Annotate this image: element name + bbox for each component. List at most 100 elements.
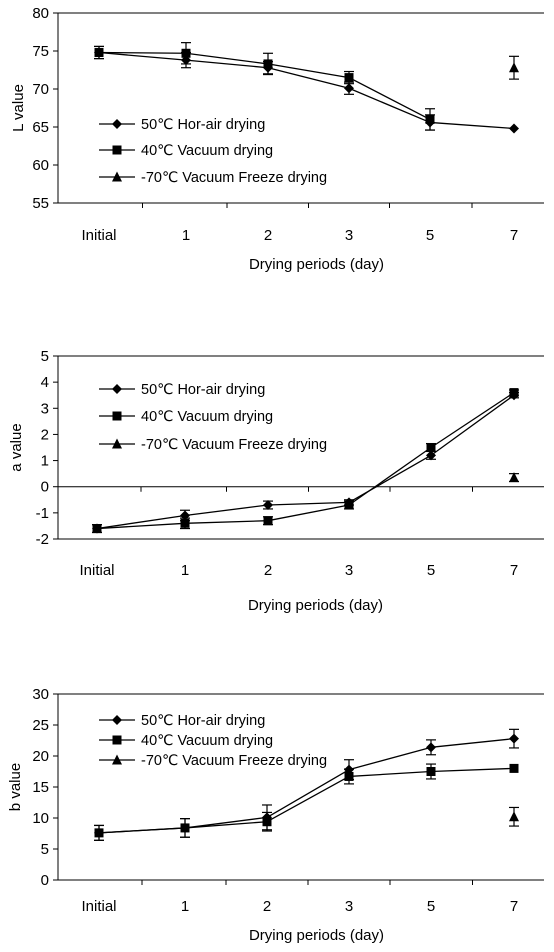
y-tick-label: -2: [36, 531, 49, 548]
legend-marker-diamond: [112, 715, 122, 725]
x-axis-label: Drying periods (day): [249, 927, 384, 944]
legend-marker-triangle: [112, 754, 122, 765]
data-point-square: [426, 443, 436, 452]
x-axis-label: Drying periods (day): [248, 597, 383, 614]
y-tick-label: 80: [32, 5, 49, 22]
series-line: [98, 51, 187, 61]
series-line: [348, 454, 432, 503]
legend-marker-square: [112, 735, 122, 745]
data-point-square: [262, 817, 272, 827]
legend: 50℃ Hor-air drying 40℃ Vacuum drying -70℃ …: [99, 117, 327, 186]
legend-label: -70℃ Vacuum Freeze drying: [141, 170, 327, 186]
y-tick-label: 0: [41, 872, 49, 889]
series-square: [92, 388, 519, 534]
series-line: [348, 87, 431, 124]
y-tick-label: 55: [32, 195, 49, 212]
y-tick-label: 3: [41, 400, 49, 417]
series-line: [348, 77, 431, 120]
legend-marker-diamond: [112, 119, 122, 129]
chart-1: 55 60 65 70 75 80 Initial 1 2 3 5 7 Drying periods (…: [10, 5, 544, 273]
legend-marker-triangle: [112, 171, 122, 182]
data-point-diamond: [426, 450, 436, 461]
x-tick-label: 7: [510, 898, 518, 915]
x-tick-label: 1: [181, 562, 189, 579]
y-tick-label: 60: [32, 157, 49, 174]
data-point-diamond: [426, 742, 436, 753]
series-line: [184, 504, 269, 517]
data-point-triangle: [509, 62, 519, 73]
series-line: [96, 522, 186, 530]
data-point-diamond: [509, 733, 519, 744]
series-line: [98, 827, 186, 834]
series-square: [94, 42, 435, 131]
x-tick-label: 7: [510, 227, 518, 244]
series-line: [184, 520, 269, 524]
legend-marker-square: [112, 411, 122, 421]
data-point-square: [425, 114, 435, 124]
x-tick-label: 3: [345, 898, 353, 915]
data-point-triangle: [509, 472, 519, 483]
series-line: [430, 394, 515, 456]
series-triangle: [509, 472, 519, 483]
x-tick-label: Initial: [81, 898, 116, 915]
y-tick-label: 2: [41, 426, 49, 443]
legend-marker-square: [112, 145, 122, 155]
legend-label: 40℃ Vacuum drying: [141, 409, 273, 425]
data-point-diamond: [344, 83, 354, 94]
series-line: [267, 504, 350, 522]
x-tick-label: 2: [264, 562, 272, 579]
series-line: [430, 737, 515, 748]
data-point-square: [94, 48, 104, 58]
y-tick-label: 70: [32, 81, 49, 98]
y-tick-label: 75: [32, 43, 49, 60]
series-line: [430, 767, 515, 773]
data-point-square: [344, 500, 354, 510]
legend-label: 50℃ Hor-air drying: [141, 117, 265, 133]
y-tick-label: 65: [32, 119, 49, 136]
y-tick-label: 30: [32, 686, 49, 703]
chart-3: 0 5 10 15 20 25 30 Initial 1 2 3 5 7 Drying periods (…: [7, 686, 544, 944]
y-tick-label: 5: [41, 348, 49, 365]
y-tick-label: 4: [41, 374, 49, 391]
series-line: [267, 501, 350, 506]
series-line: [184, 816, 268, 829]
y-axis-label: b value: [7, 763, 24, 811]
data-point-square: [181, 48, 191, 58]
series-line: [267, 67, 350, 89]
legend-marker-diamond: [112, 384, 122, 394]
series-line: [98, 51, 187, 54]
legend: 50℃ Hor-air drying 40℃ Vacuum drying -70℃ …: [99, 713, 327, 769]
y-tick-label: 0: [41, 479, 49, 496]
legend-label: 40℃ Vacuum drying: [141, 733, 273, 749]
x-axis-label: Drying periods (day): [249, 256, 384, 273]
y-tick-label: -1: [36, 505, 49, 522]
data-point-square: [344, 771, 354, 781]
data-point-square: [509, 388, 519, 398]
data-point-square: [344, 73, 354, 83]
x-tick-label: 5: [427, 898, 435, 915]
series-line: [96, 514, 186, 530]
legend-label: 50℃ Hor-air drying: [141, 713, 265, 729]
y-tick-label: 1: [41, 453, 49, 470]
series-line: [429, 121, 515, 130]
x-tick-label: 1: [181, 898, 189, 915]
series-line: [266, 769, 350, 818]
data-point-square: [94, 828, 104, 838]
x-tick-label: 5: [427, 562, 435, 579]
legend-marker-triangle: [112, 438, 122, 449]
series-square: [94, 763, 519, 841]
x-tick-label: 3: [345, 227, 353, 244]
data-point-square: [180, 518, 190, 528]
series-line: [185, 59, 269, 69]
x-tick-label: 7: [510, 562, 518, 579]
data-point-diamond: [263, 500, 273, 511]
legend-label: 40℃ Vacuum drying: [141, 143, 273, 159]
legend-label: -70℃ Vacuum Freeze drying: [141, 753, 327, 769]
legend-label: -70℃ Vacuum Freeze drying: [141, 437, 327, 453]
series-line: [184, 821, 268, 829]
x-tick-label: 2: [263, 898, 271, 915]
series-line: [348, 446, 432, 506]
y-tick-label: 20: [32, 748, 49, 765]
chart-2: -2 -1 0 1 2 3 4 5 Initial 1 2 3 5 7 Drying periods (da…: [8, 348, 544, 614]
